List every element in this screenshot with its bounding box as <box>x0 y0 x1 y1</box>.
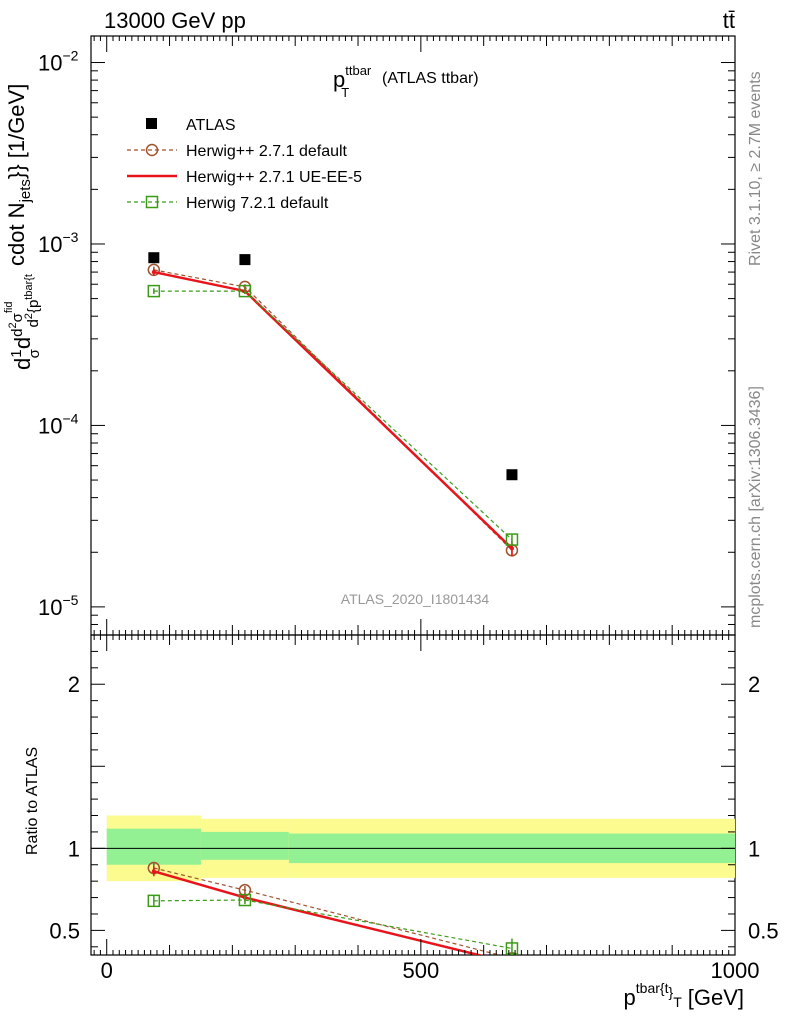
ratio-y-axis-label: Ratio to ATLAS <box>24 747 41 855</box>
ratio-y-tick-label: 2 <box>68 672 80 697</box>
main-y-tick-label: 10−5 <box>38 592 79 620</box>
rivet-version-label: Rivet 3.1.10, ≥ 2.7M events <box>747 71 764 266</box>
ratio-herwig7-default-point <box>147 894 161 908</box>
analysis-id-label: ATLAS_2020_I1801434 <box>341 591 490 607</box>
ratio-series-group <box>147 861 519 965</box>
atlas-data-point <box>506 469 518 481</box>
ratio-y-tick-label: 1 <box>68 836 80 861</box>
x-tick-label: 1000 <box>711 958 760 983</box>
ratio-herwigpp-ueee5-point <box>151 869 156 874</box>
herwig7-default-point <box>505 533 519 546</box>
legend-label-atlas: ATLAS <box>186 117 236 134</box>
ratio-y-tick-label-right: 0.5 <box>748 918 779 943</box>
atlas-data-point <box>148 252 160 264</box>
main-layer <box>147 252 519 557</box>
plot-title: pttbar T <box>333 63 372 100</box>
main-y-tick-label: 10−3 <box>38 229 79 257</box>
herwigpp-ueee5-point <box>151 270 156 275</box>
ratio-herwig7-default-point <box>238 893 252 907</box>
ratio-y-tick-label: 0.5 <box>49 918 80 943</box>
x-tick-label: 500 <box>402 958 439 983</box>
mcplots-label: mcplots.cern.ch [arXiv:1306.3436] <box>747 386 764 628</box>
series-line <box>153 269 513 551</box>
legend-marker-herwigpp-default <box>145 143 159 157</box>
plot-title-sub: T <box>341 85 349 100</box>
ratio-series-line <box>153 870 484 955</box>
ratio-herwigpp-ueee5-point <box>510 961 514 965</box>
legend-label-herwigpp-ueee5: Herwig++ 2.7.1 UE-EE-5 <box>186 169 362 186</box>
ratio-band-green <box>106 828 201 865</box>
process-label: tt̄ <box>723 8 735 33</box>
legend-marker-herwig7-default <box>145 195 159 209</box>
herwig7-default-point <box>147 284 161 298</box>
main-y-axis-label-text: d1σdd2σfidd2{ptbar{tcdot Njets}} [1/GeV] <box>3 84 43 370</box>
energy-label: 13000 GeV pp <box>104 8 246 33</box>
x-axis-label: ptbar{t}T [GeV] <box>624 980 744 1010</box>
ratio-series-line <box>153 899 513 950</box>
legend-marker-atlas <box>146 118 157 129</box>
series-line <box>153 290 513 540</box>
main-y-tick-label: 10−2 <box>38 48 79 76</box>
main-y-axis-label: d1σdd2σfidd2{ptbar{tcdot Njets}} [1/GeV] <box>3 84 43 370</box>
ratio-y-tick-label-right: 1 <box>748 836 760 861</box>
axes-layer: 10−5 10−4 10−3 10−2 0 500 1000 0.5 0.5 1 1 2 2 <box>38 36 779 983</box>
legend: ATLAS Herwig++ 2.7.1 default Herwig++ 2.… <box>127 117 362 212</box>
ratio-series-line <box>153 867 502 955</box>
atlas-data-point <box>239 254 251 266</box>
herwig7-default-point <box>238 284 252 298</box>
herwigpp-ueee5-point <box>509 546 514 551</box>
ratio-panel-frame <box>90 634 736 956</box>
plot-title-sup: ttbar <box>345 63 372 78</box>
legend-label-herwig7-default: Herwig 7.2.1 default <box>186 195 329 212</box>
series-line <box>153 270 513 550</box>
ratio-band-green <box>200 831 289 860</box>
legend-label-herwigpp-default: Herwig++ 2.7.1 default <box>186 143 348 160</box>
x-tick-label: 0 <box>101 958 113 983</box>
ratio-y-tick-label-right: 2 <box>748 672 760 697</box>
plot-title-main: p <box>333 67 345 92</box>
main-y-tick-label: 10−4 <box>38 410 79 438</box>
ratio-layer <box>91 815 735 965</box>
ratio-herwig7-default-point <box>505 942 519 955</box>
plot-title-suffix: (ATLAS ttbar) <box>382 70 479 87</box>
